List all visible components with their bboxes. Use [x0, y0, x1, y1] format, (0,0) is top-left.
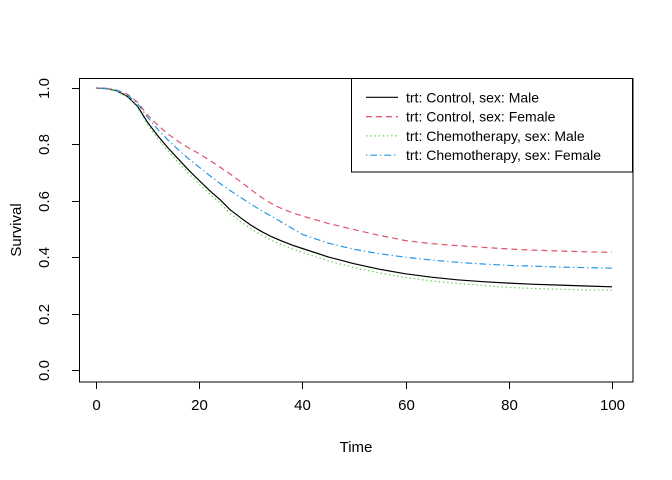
legend-items: trt: Control, sex: Male trt: Control, sex… [366, 89, 601, 163]
x-tick-label: 60 [398, 397, 415, 414]
legend: trt: Control, sex: Male trt: Control, sex… [351, 78, 633, 173]
legend-item-label: trt: Control, sex: Female [406, 109, 556, 125]
y-tick-label: 0.0 [36, 360, 53, 381]
x-tick-label: 100 [600, 397, 625, 414]
x-axis-title: Time [340, 439, 373, 456]
legend-item-label: trt: Control, sex: Male [406, 89, 539, 105]
y-tick-label: 0.2 [36, 304, 53, 325]
x-tick-label: 20 [191, 397, 208, 414]
legend-box [351, 78, 633, 173]
y-tick-label: 1.0 [36, 78, 53, 99]
x-tick-label: 40 [294, 397, 311, 414]
y-tick-label: 0.8 [36, 134, 53, 155]
survival-curve-3 [95, 87, 613, 269]
y-axis-ticks: 0.0 0.2 0.4 0.6 0.8 1.0 [36, 78, 79, 381]
x-axis-ticks: 0 20 40 60 80 100 [92, 382, 625, 414]
x-tick-label: 0 [92, 397, 100, 414]
y-tick-label: 0.4 [36, 247, 53, 268]
survival-curve-2 [95, 87, 613, 291]
y-tick-label: 0.6 [36, 191, 53, 212]
survival-curve-0 [95, 87, 613, 288]
legend-item-label: trt: Chemotherapy, sex: Female [406, 147, 601, 163]
legend-item-label: trt: Chemotherapy, sex: Male [406, 128, 585, 144]
x-tick-label: 80 [501, 397, 518, 414]
survival-curves [95, 87, 613, 291]
survival-curve-1 [95, 87, 613, 253]
y-axis-title: Survival [8, 203, 25, 256]
